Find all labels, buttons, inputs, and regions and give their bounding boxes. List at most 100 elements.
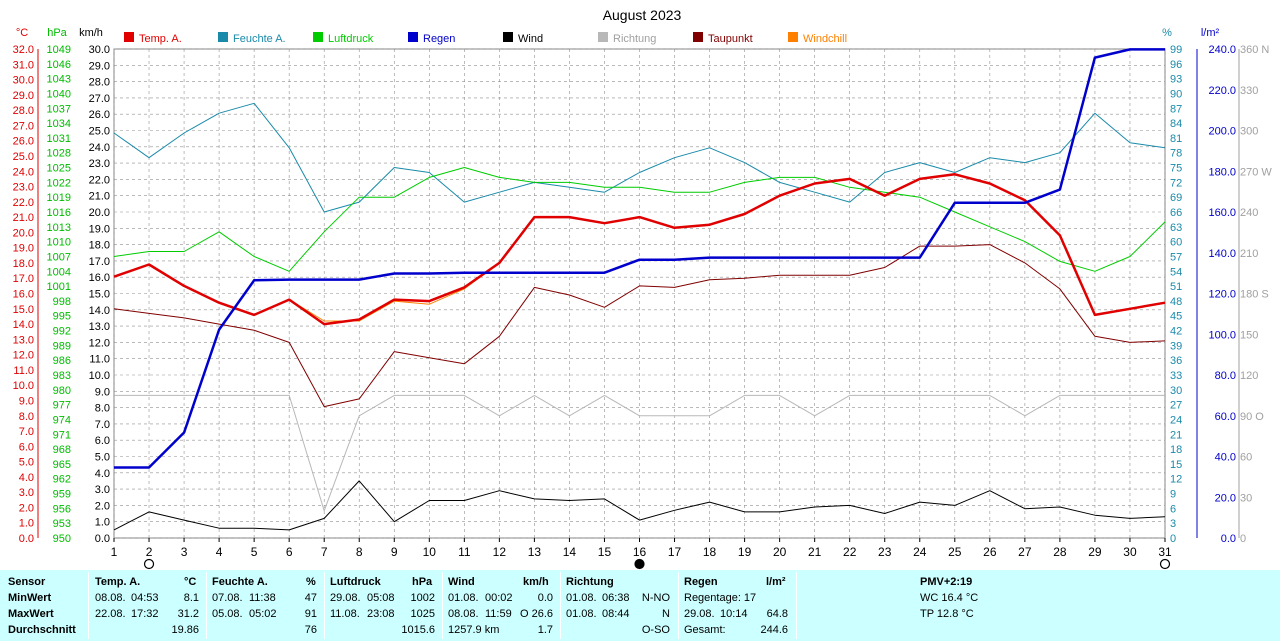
tick-label-hpa: 971 (53, 429, 71, 441)
tick-label-temp: 27.0 (13, 120, 34, 132)
x-tick-label: 17 (668, 545, 682, 559)
tick-label-humidity: 78 (1170, 148, 1182, 160)
series-line-temp-a (113, 173, 1166, 326)
tick-label-humidity: 57 (1170, 251, 1182, 263)
chart-series (113, 48, 1166, 531)
wind-min-value: 0.0 (537, 592, 553, 604)
rain-sum-label: Gesamt: (684, 624, 726, 636)
pmv-title: PMV+2:19 (920, 576, 973, 588)
x-tick-label: 18 (703, 545, 717, 559)
tick-label-kmh: 7.0 (95, 419, 110, 431)
moon-phase-icon (143, 558, 155, 570)
tick-label-hpa: 1043 (47, 74, 71, 86)
tick-label-hpa: 1013 (47, 222, 71, 234)
tick-label-rain: 160.0 (1208, 207, 1236, 219)
tick-label-humidity: 93 (1170, 74, 1182, 86)
temp-min-time: 04:53 (131, 592, 159, 604)
tick-label-hpa: 1040 (47, 88, 71, 100)
tick-label-rain: 20.0 (1215, 492, 1236, 504)
tick-label-humidity: 75 (1170, 163, 1182, 175)
x-tick-label: 28 (1053, 545, 1067, 559)
tick-label-humidity: 81 (1170, 133, 1182, 145)
legend-swatch (598, 32, 608, 42)
wind-distance: 1257.9 km (448, 624, 500, 636)
tick-label-hpa: 1028 (47, 148, 71, 160)
x-tick-label: 1 (111, 545, 118, 559)
tick-label-kmh: 20.0 (89, 207, 110, 219)
tick-label-kmh: 21.0 (89, 191, 110, 203)
tick-label-kmh: 8.0 (95, 403, 110, 415)
tick-label-kmh: 2.0 (95, 500, 110, 512)
tick-label-kmh: 6.0 (95, 435, 110, 447)
tick-label-hpa: 1034 (47, 118, 71, 130)
row-label-avg: Durchschnitt (8, 624, 76, 636)
tick-label-temp: 12.0 (13, 350, 34, 362)
tick-label-temp: 14.0 (13, 319, 34, 331)
tick-label-direction: 180 S (1240, 289, 1269, 301)
humidity-max-value: 91 (304, 608, 317, 620)
tick-label-kmh: 26.0 (89, 109, 110, 121)
tick-label-temp: 29.0 (13, 90, 34, 102)
tick-label-humidity: 12 (1170, 474, 1182, 486)
tick-label-hpa: 1025 (47, 163, 71, 175)
temp-min-value: 8.1 (183, 592, 199, 604)
tick-label-kmh: 16.0 (89, 272, 110, 284)
tick-label-kmh: 4.0 (95, 468, 110, 480)
tick-label-humidity: 45 (1170, 311, 1182, 323)
rain-max-date: 29.08. (684, 608, 715, 620)
tick-label-temp: 21.0 (13, 212, 34, 224)
tick-label-humidity: 39 (1170, 340, 1182, 352)
x-tick-label: 8 (356, 545, 363, 559)
tick-label-humidity: 33 (1170, 370, 1182, 382)
temp-min-date: 08.08. (95, 592, 126, 604)
x-tick-label: 22 (843, 545, 857, 559)
direction-min-date: 01.08. (566, 592, 597, 604)
x-tick-label: 23 (878, 545, 892, 559)
tick-label-kmh: 14.0 (89, 305, 110, 317)
x-tick-label: 12 (493, 545, 507, 559)
tick-label-hpa: 1016 (47, 207, 71, 219)
wind-min-time: 00:02 (485, 592, 513, 604)
x-tick-label: 11 (458, 545, 471, 559)
tick-label-hpa: 1010 (47, 237, 71, 249)
humidity-max-time: 05:02 (249, 608, 277, 620)
tick-label-temp: 22.0 (13, 197, 34, 209)
tick-label-temp: 1.0 (19, 518, 34, 530)
tick-label-temp: 3.0 (19, 487, 34, 499)
temp-title: Temp. A. (95, 576, 141, 588)
humidity-title: Feuchte A. (212, 576, 268, 588)
direction-min-time: 06:38 (602, 592, 630, 604)
tick-label-hpa: 1004 (47, 266, 71, 278)
tick-label-humidity: 48 (1170, 296, 1182, 308)
tick-label-temp: 0.0 (19, 533, 34, 545)
tick-label-humidity: 15 (1170, 459, 1182, 471)
x-tick-label: 7 (321, 545, 328, 559)
tick-label-kmh: 1.0 (95, 517, 110, 529)
pressure-max-value: 1025 (410, 608, 435, 620)
tick-label-kmh: 9.0 (95, 386, 110, 398)
tick-label-temp: 13.0 (13, 334, 34, 346)
legend-swatch (693, 32, 703, 42)
chart-legend: Temp. A. Feuchte A. Luftdruck Regen Wind Rich… (124, 32, 847, 45)
tick-label-kmh: 17.0 (89, 256, 110, 268)
summary-table: Sensor MinWert MaxWert Durchschnitt Temp… (0, 570, 1280, 641)
temp-avg-value: 19.86 (171, 624, 199, 636)
x-tick-label: 26 (983, 545, 997, 559)
tick-label-humidity: 90 (1170, 88, 1182, 100)
tick-label-humidity: 27 (1170, 400, 1182, 412)
legend-label: Temp. A. (139, 33, 182, 45)
tick-label-kmh: 10.0 (89, 370, 110, 382)
rain-max-value: 64.8 (766, 608, 788, 620)
tick-label-direction: 60 (1240, 452, 1252, 464)
series-line-wind (113, 480, 1166, 531)
tick-label-hpa: 980 (53, 385, 71, 397)
tick-label-temp: 28.0 (13, 105, 34, 117)
tick-label-temp: 23.0 (13, 182, 34, 194)
legend-label: Feuchte A. (233, 33, 286, 45)
pressure-max-time: 23:08 (367, 608, 395, 620)
tick-label-kmh: 29.0 (89, 60, 110, 72)
tick-label-humidity: 21 (1170, 429, 1182, 441)
tick-label-kmh: 30.0 (89, 44, 110, 56)
tick-label-rain: 120.0 (1208, 289, 1236, 301)
tick-label-kmh: 28.0 (89, 77, 110, 89)
